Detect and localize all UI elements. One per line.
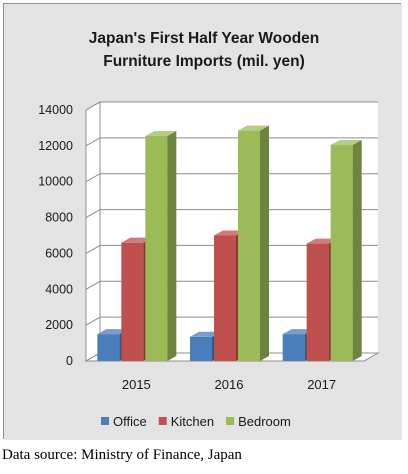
legend: Office Kitchen Bedroom bbox=[101, 414, 291, 429]
bar-top-kitchen-2016 bbox=[214, 230, 245, 236]
bar-office-2015 bbox=[97, 334, 120, 361]
gridline bbox=[85, 316, 378, 326]
gridline bbox=[85, 137, 378, 147]
y-tick-label: 2000 bbox=[45, 318, 73, 332]
legend-label-kitchen: Kitchen bbox=[171, 414, 214, 429]
y-tick-label: 12000 bbox=[38, 139, 73, 153]
bar-bedroom-2017 bbox=[330, 144, 353, 361]
bar-top-office-2017 bbox=[282, 329, 314, 335]
bar-bedroom-2015 bbox=[145, 135, 168, 361]
bar-top-bedroom-2016 bbox=[238, 125, 269, 131]
source-note: Data source: Ministry of Finance, Japan bbox=[2, 447, 242, 463]
bar-bedroom-2016 bbox=[238, 130, 260, 361]
bar-top-office-2015 bbox=[97, 329, 129, 335]
y-tick-label: 8000 bbox=[45, 211, 73, 225]
legend-label-office: Office bbox=[113, 414, 147, 429]
chart-svg: Japan's First Half Year Wooden Furniture… bbox=[4, 4, 402, 440]
bar-kitchen-2015 bbox=[121, 242, 144, 361]
bar-side-bedroom-2015 bbox=[167, 130, 177, 361]
y-tick-label: 6000 bbox=[45, 246, 73, 260]
bar-kitchen-2016 bbox=[214, 235, 236, 361]
gridline bbox=[85, 280, 378, 290]
bar-kitchen-2017 bbox=[306, 243, 329, 361]
chart-title-line-1: Japan's First Half Year Wooden bbox=[89, 30, 320, 47]
bar-top-bedroom-2017 bbox=[330, 139, 362, 145]
chart-title-line-2: Furniture Imports (mil. yen) bbox=[103, 53, 305, 70]
x-category-label: 2015 bbox=[122, 377, 151, 392]
bar-office-2017 bbox=[282, 334, 305, 361]
legend-swatch-office bbox=[101, 417, 109, 425]
x-category-label: 2016 bbox=[215, 377, 244, 392]
bar-side-bedroom-2016 bbox=[260, 125, 269, 361]
gridline bbox=[85, 101, 378, 111]
gridline bbox=[85, 209, 378, 219]
x-category-label: 2017 bbox=[307, 377, 336, 392]
gridline bbox=[85, 244, 378, 254]
legend-swatch-bedroom bbox=[226, 417, 235, 425]
y-tick-label: 0 bbox=[66, 354, 73, 368]
y-tick-label: 14000 bbox=[38, 103, 73, 117]
bar-office-2016 bbox=[190, 336, 212, 361]
side-wall bbox=[85, 101, 101, 362]
bar-top-office-2016 bbox=[190, 331, 221, 337]
gridline bbox=[85, 173, 378, 183]
legend-label-bedroom: Bedroom bbox=[238, 414, 291, 429]
bar-top-kitchen-2017 bbox=[306, 238, 338, 244]
bar-top-kitchen-2015 bbox=[121, 237, 153, 243]
bar-top-bedroom-2015 bbox=[145, 130, 177, 136]
plot-area: 0 2000 4000 6000 8000 10000 12000 14000 2015 2016… bbox=[38, 101, 380, 392]
y-tick-label: 10000 bbox=[38, 175, 73, 189]
chart-frame: Japan's First Half Year Wooden Furniture… bbox=[3, 3, 402, 440]
bar-side-bedroom-2017 bbox=[352, 139, 362, 361]
y-tick-label: 4000 bbox=[45, 282, 73, 296]
legend-swatch-kitchen bbox=[158, 417, 167, 425]
